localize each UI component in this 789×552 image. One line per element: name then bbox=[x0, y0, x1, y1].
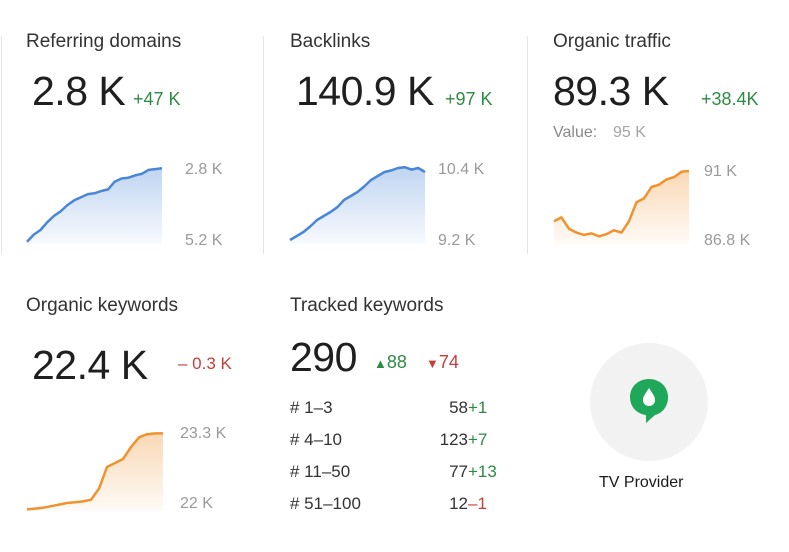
sparkline-area bbox=[27, 433, 163, 511]
backlinks-card[interactable]: Backlinks 140.9 K +97 K 10.4 K 9.2 K bbox=[264, 0, 526, 260]
keyword-change: –1 bbox=[468, 494, 487, 513]
location-pin-icon bbox=[630, 379, 668, 423]
organic-traffic-value-label: Value: bbox=[553, 124, 598, 141]
sparkline-area bbox=[554, 171, 689, 244]
column-divider bbox=[527, 36, 528, 254]
tracked-keywords-table: # 1–3 58 +1 # 4–10 123 +7 # 11–50 77 +13… bbox=[290, 398, 530, 528]
backlinks-axis-bottom: 9.2 K bbox=[438, 232, 476, 249]
backlinks-title: Backlinks bbox=[290, 31, 371, 52]
backlinks-delta: +97 K bbox=[445, 89, 493, 109]
column-divider bbox=[263, 36, 264, 254]
keyword-count: 12 bbox=[449, 494, 468, 513]
organic-keywords-axis-bottom: 22 K bbox=[180, 495, 213, 512]
organic-keywords-value: 22.4 K bbox=[32, 342, 148, 388]
keyword-count: 77 bbox=[449, 462, 468, 481]
provider-label: TV Provider bbox=[599, 474, 684, 491]
position-range: # 11–50 bbox=[290, 462, 351, 481]
referring-domains-card[interactable]: Referring domains 2.8 K +47 K 2.8 K 5.2 … bbox=[0, 0, 262, 260]
referring-domains-sparkline bbox=[26, 167, 163, 244]
tracked-keywords-value: 290 bbox=[290, 334, 357, 380]
organic-traffic-value-amount: 95 K bbox=[613, 124, 646, 141]
tracked-keywords-up-value: 88 bbox=[386, 352, 407, 372]
sparkline-line bbox=[289, 165, 426, 242]
organic-traffic-title: Organic traffic bbox=[553, 31, 671, 52]
backlinks-sparkline bbox=[289, 165, 426, 244]
sparkline-area bbox=[290, 167, 425, 244]
keyword-change: +7 bbox=[468, 430, 488, 449]
tracked-keywords-title: Tracked keywords bbox=[290, 295, 444, 316]
tracked-keywords-card[interactable]: Tracked keywords 290 ▲88 ▼74 # 1–3 58 +1… bbox=[264, 280, 526, 540]
keyword-change: +13 bbox=[468, 462, 497, 481]
organic-traffic-sparkline bbox=[553, 169, 690, 244]
position-range: # 51–100 bbox=[290, 494, 361, 513]
organic-traffic-axis-bottom: 86.8 K bbox=[704, 232, 751, 249]
keyword-count: 58 bbox=[449, 398, 468, 417]
referring-domains-axis-bottom: 5.2 K bbox=[185, 232, 223, 249]
tracked-keywords-down-value: 74 bbox=[438, 352, 459, 372]
organic-traffic-card[interactable]: Organic traffic 89.3 K +38.4K Value: 95 … bbox=[528, 0, 789, 260]
referring-domains-title: Referring domains bbox=[26, 31, 182, 52]
organic-keywords-axis-top: 23.3 K bbox=[180, 425, 227, 442]
table-row: # 11–50 77 +13 bbox=[290, 462, 530, 484]
sparkline-line bbox=[553, 169, 690, 238]
up-triangle-icon: ▲ bbox=[374, 356, 387, 371]
tracked-keywords-up: ▲88 bbox=[374, 352, 407, 373]
table-row: # 1–3 58 +1 bbox=[290, 398, 530, 420]
referring-domains-value: 2.8 K bbox=[32, 68, 126, 114]
table-row: # 51–100 12 –1 bbox=[290, 494, 530, 516]
keyword-change: +1 bbox=[468, 398, 488, 417]
position-range: # 4–10 bbox=[290, 430, 342, 449]
organic-traffic-value: 89.3 K bbox=[553, 68, 669, 114]
sparkline-line bbox=[26, 432, 163, 511]
backlinks-value: 140.9 K bbox=[296, 68, 434, 114]
provider-logo[interactable] bbox=[590, 343, 708, 461]
column-divider bbox=[1, 36, 2, 254]
organic-keywords-card[interactable]: Organic keywords 22.4 K – 0.3 K 23.3 K 2… bbox=[0, 280, 262, 540]
down-triangle-icon: ▼ bbox=[426, 356, 439, 371]
organic-keywords-sparkline bbox=[26, 432, 163, 511]
position-range: # 1–3 bbox=[290, 398, 333, 417]
sparkline-area bbox=[27, 168, 162, 244]
sparkline-line bbox=[26, 167, 163, 243]
referring-domains-axis-top: 2.8 K bbox=[185, 161, 223, 178]
organic-keywords-delta: – 0.3 K bbox=[178, 354, 232, 373]
table-row: # 4–10 123 +7 bbox=[290, 430, 530, 452]
keyword-count: 123 bbox=[439, 430, 468, 449]
organic-keywords-title: Organic keywords bbox=[26, 295, 179, 316]
referring-domains-delta: +47 K bbox=[133, 89, 181, 109]
organic-traffic-axis-top: 91 K bbox=[704, 163, 737, 180]
backlinks-axis-top: 10.4 K bbox=[438, 161, 485, 178]
organic-traffic-delta: +38.4K bbox=[701, 89, 759, 109]
tracked-keywords-down: ▼74 bbox=[426, 352, 459, 373]
